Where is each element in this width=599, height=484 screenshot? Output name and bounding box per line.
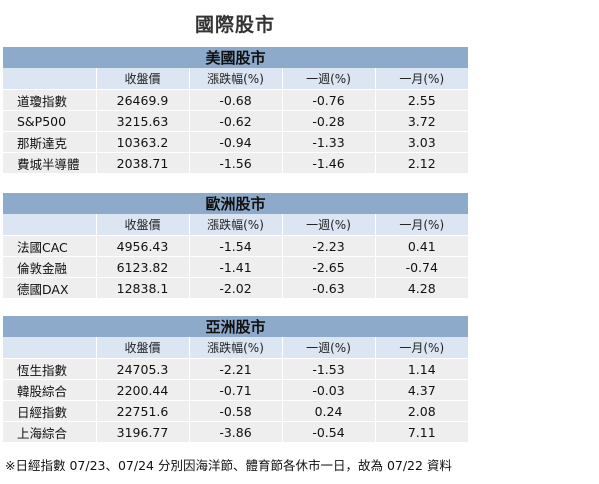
close-price: 3215.63 <box>95 110 189 132</box>
table-row: 道瓊指數 26469.9 -0.68 -0.76 2.55 <box>3 89 469 111</box>
column-header: 一週(%) <box>281 214 375 236</box>
close-price: 3196.77 <box>95 421 189 442</box>
us-market-table: 美國股市 收盤價 漲跌幅(%) 一週(%) 一月(%) 道瓊指數 26469.9… <box>3 47 469 173</box>
monthly-change: 1.14 <box>374 358 469 380</box>
daily-change: -1.56 <box>188 152 282 173</box>
section-title: 歐洲股市 <box>3 193 469 214</box>
column-header-row: 收盤價 漲跌幅(%) 一週(%) 一月(%) <box>3 68 469 90</box>
close-price: 6123.82 <box>95 256 189 278</box>
column-header: 一月(%) <box>374 214 469 236</box>
weekly-change: -2.65 <box>281 256 375 278</box>
weekly-change: -1.53 <box>281 358 375 380</box>
column-header: 一月(%) <box>374 68 469 90</box>
monthly-change: 3.03 <box>374 131 469 153</box>
column-header: 收盤價 <box>95 337 189 359</box>
table-row: 日經指數 22751.6 -0.58 0.24 2.08 <box>3 400 469 422</box>
table-row: 恆生指數 24705.3 -2.21 -1.53 1.14 <box>3 358 469 380</box>
index-name: S&P500 <box>3 110 96 132</box>
close-price: 10363.2 <box>95 131 189 153</box>
column-header: 收盤價 <box>95 214 189 236</box>
daily-change: -0.94 <box>188 131 282 153</box>
daily-change: -2.21 <box>188 358 282 380</box>
monthly-change: 2.12 <box>374 152 469 173</box>
table-row: 韓股綜合 2200.44 -0.71 -0.03 4.37 <box>3 379 469 401</box>
monthly-change: 3.72 <box>374 110 469 132</box>
weekly-change: -0.28 <box>281 110 375 132</box>
column-header: 漲跌幅(%) <box>188 337 282 359</box>
section-title: 亞洲股市 <box>3 316 469 337</box>
column-header: 一週(%) <box>281 337 375 359</box>
daily-change: -0.62 <box>188 110 282 132</box>
europe-market-table: 歐洲股市 收盤價 漲跌幅(%) 一週(%) 一月(%) 法國CAC 4956.4… <box>3 193 469 298</box>
table-row: 德國DAX 12838.1 -2.02 -0.63 4.28 <box>3 277 469 298</box>
close-price: 4956.43 <box>95 235 189 257</box>
index-name: 法國CAC <box>3 235 96 257</box>
weekly-change: -1.46 <box>281 152 375 173</box>
daily-change: -0.58 <box>188 400 282 422</box>
weekly-change: 0.24 <box>281 400 375 422</box>
index-name: 日經指數 <box>3 400 96 422</box>
close-price: 26469.9 <box>95 89 189 111</box>
index-name: 倫敦金融 <box>3 256 96 278</box>
section-title: 美國股市 <box>3 47 469 68</box>
daily-change: -1.54 <box>188 235 282 257</box>
index-name: 那斯達克 <box>3 131 96 153</box>
monthly-change: 7.11 <box>374 421 469 442</box>
table-row: 費城半導體 2038.71 -1.56 -1.46 2.12 <box>3 152 469 173</box>
weekly-change: -0.63 <box>281 277 375 298</box>
column-header <box>3 214 96 236</box>
monthly-change: 4.37 <box>374 379 469 401</box>
close-price: 24705.3 <box>95 358 189 380</box>
close-price: 2200.44 <box>95 379 189 401</box>
daily-change: -0.68 <box>188 89 282 111</box>
daily-change: -3.86 <box>188 421 282 442</box>
monthly-change: -0.74 <box>374 256 469 278</box>
close-price: 12838.1 <box>95 277 189 298</box>
column-header-row: 收盤價 漲跌幅(%) 一週(%) 一月(%) <box>3 337 469 359</box>
column-header: 漲跌幅(%) <box>188 68 282 90</box>
table-row: 那斯達克 10363.2 -0.94 -1.33 3.03 <box>3 131 469 153</box>
column-header: 一月(%) <box>374 337 469 359</box>
column-header: 漲跌幅(%) <box>188 214 282 236</box>
asia-market-table: 亞洲股市 收盤價 漲跌幅(%) 一週(%) 一月(%) 恆生指數 24705.3… <box>3 316 469 442</box>
column-header <box>3 337 96 359</box>
weekly-change: -0.03 <box>281 379 375 401</box>
close-price: 22751.6 <box>95 400 189 422</box>
monthly-change: 4.28 <box>374 277 469 298</box>
monthly-change: 0.41 <box>374 235 469 257</box>
close-price: 2038.71 <box>95 152 189 173</box>
daily-change: -1.41 <box>188 256 282 278</box>
table-row: 法國CAC 4956.43 -1.54 -2.23 0.41 <box>3 235 469 257</box>
weekly-change: -0.76 <box>281 89 375 111</box>
monthly-change: 2.55 <box>374 89 469 111</box>
column-header: 一週(%) <box>281 68 375 90</box>
index-name: 恆生指數 <box>3 358 96 380</box>
weekly-change: -0.54 <box>281 421 375 442</box>
column-header: 收盤價 <box>95 68 189 90</box>
monthly-change: 2.08 <box>374 400 469 422</box>
table-row: 倫敦金融 6123.82 -1.41 -2.65 -0.74 <box>3 256 469 278</box>
daily-change: -0.71 <box>188 379 282 401</box>
weekly-change: -2.23 <box>281 235 375 257</box>
column-header <box>3 68 96 90</box>
weekly-change: -1.33 <box>281 131 375 153</box>
index-name: 道瓊指數 <box>3 89 96 111</box>
table-row: 上海綜合 3196.77 -3.86 -0.54 7.11 <box>3 421 469 442</box>
index-name: 上海綜合 <box>3 421 96 442</box>
table-row: S&P500 3215.63 -0.62 -0.28 3.72 <box>3 110 469 132</box>
index-name: 韓股綜合 <box>3 379 96 401</box>
footnote: ※日經指數 07/23、07/24 分別因海洋節、體育節各休市一日，故為 07/… <box>5 458 452 473</box>
daily-change: -2.02 <box>188 277 282 298</box>
column-header-row: 收盤價 漲跌幅(%) 一週(%) 一月(%) <box>3 214 469 236</box>
index-name: 德國DAX <box>3 277 96 298</box>
page-title: 國際股市 <box>194 14 275 36</box>
index-name: 費城半導體 <box>3 152 96 173</box>
